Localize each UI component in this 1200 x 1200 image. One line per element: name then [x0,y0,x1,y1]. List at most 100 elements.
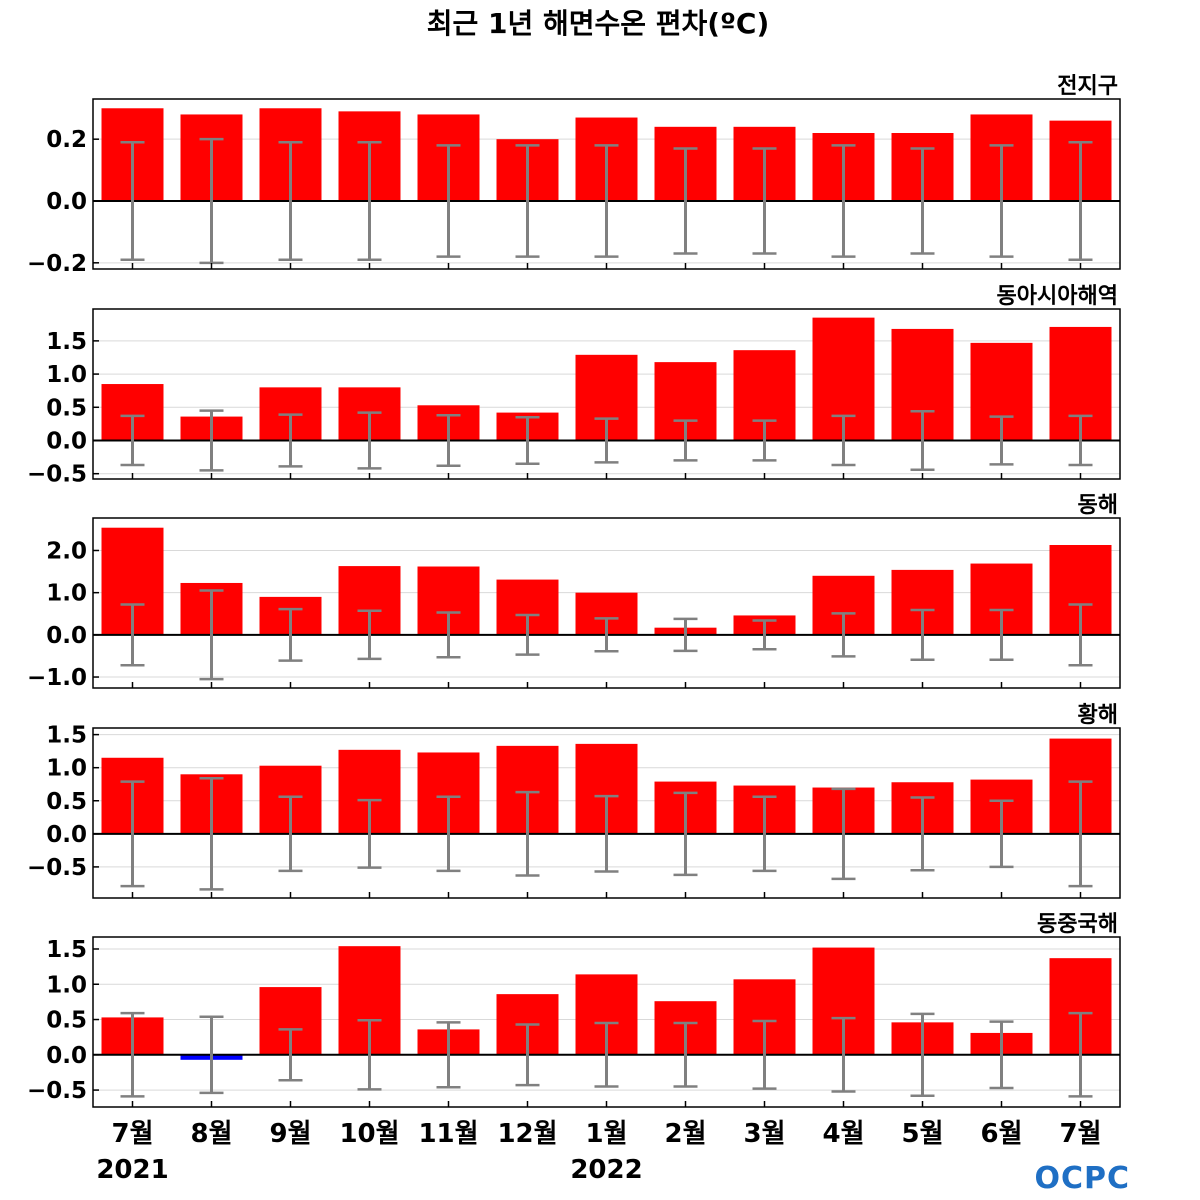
error-bar [357,411,382,470]
error-bar [831,1016,856,1093]
panel-3: 2.0 1.0 0.0 −1.0 동해 [27,493,1121,691]
panel-title: 황해 [1078,703,1118,728]
error-bar [989,608,1014,661]
error-bar [910,796,935,872]
error-bar [1068,603,1093,667]
error-bar [357,609,382,661]
y-tick-label: 1.0 [46,972,87,998]
x-tick-label: 1월 [585,1119,627,1149]
error-bar [120,414,145,467]
chart-panels: 0.2 0.0 −0.2 전지구 1.5 1.0 0.5 0.0 −0.5 동아시아해역 2.0 1.… [27,74,1121,1108]
error-bar [436,144,461,258]
error-bar [594,617,619,653]
y-tick-label: 2.0 [46,538,87,564]
panel-5: 1.5 1.0 0.5 0.0 −0.5 동중국해 [27,912,1121,1108]
error-bar [1068,414,1093,467]
error-bar [594,794,619,873]
error-bar [673,617,698,653]
error-bar [831,414,856,467]
error-bar [515,415,540,465]
error-bar [278,795,303,873]
error-bar [436,414,461,467]
error-bar [436,1021,461,1089]
y-tick-label: −0.5 [27,462,87,488]
error-bar [357,798,382,869]
x-tick-label: 7월 [111,1119,153,1149]
error-bar [989,144,1014,258]
y-tick-label: 0.0 [46,623,87,649]
error-bar [278,1028,303,1082]
x-tick-label: 2월 [664,1119,706,1149]
error-bar [910,1012,935,1097]
error-bar [436,795,461,873]
x-tick-label: 3월 [743,1119,785,1149]
y-tick-label: −0.2 [27,251,87,277]
panel-4: 1.5 1.0 0.5 0.0 −0.5 황해 [27,703,1121,899]
error-bar [1068,141,1093,261]
error-bar [673,419,698,462]
error-bar [752,147,777,255]
error-bar [594,417,619,464]
y-tick-label: 1.0 [46,756,87,782]
error-bar [278,141,303,261]
error-bar [989,1020,1014,1090]
error-bar [752,419,777,462]
error-bar [436,611,461,659]
y-tick-label: 0.0 [46,189,87,215]
x-tick-label: 5월 [901,1119,943,1149]
error-bar [515,613,540,656]
y-tick-label: 0.5 [46,789,87,815]
error-bar [199,589,224,681]
error-bar [831,787,856,881]
y-tick-label: 0.5 [46,1008,87,1034]
error-bar [910,147,935,255]
panel-title: 동아시아해역 [997,284,1118,309]
x-tick-label: 11월 [418,1119,478,1149]
y-tick-label: 1.5 [46,329,87,355]
error-bar [831,144,856,258]
error-bar [910,410,935,471]
error-bar [357,1018,382,1091]
y-tick-label: −0.5 [27,855,87,881]
year-label: 2021 [96,1155,168,1185]
y-tick-label: 1.5 [46,723,87,749]
x-tick-label: 8월 [190,1119,232,1149]
error-bar [673,147,698,255]
error-bar [515,144,540,258]
panel-2: 1.5 1.0 0.5 0.0 −0.5 동아시아해역 [27,284,1121,488]
error-bar [752,795,777,873]
x-tick-label: 6월 [980,1119,1022,1149]
error-bar [673,1021,698,1088]
error-bar [594,144,619,258]
panel-title: 동중국해 [1037,912,1118,937]
error-bar [120,1011,145,1098]
error-bar [831,612,856,658]
ocpc-logo: OCPC [1034,1161,1130,1196]
y-tick-label: 0.0 [46,428,87,454]
error-bar [199,1015,224,1095]
panel-title: 전지구 [1057,74,1118,99]
error-bar [752,1019,777,1090]
error-bar [199,137,224,265]
y-tick-label: 0.5 [46,395,87,421]
error-bar [989,799,1014,869]
x-tick-label: 12월 [497,1119,557,1149]
error-bar [120,141,145,261]
error-bar [752,619,777,651]
error-bar [594,1021,619,1088]
panel-1: 0.2 0.0 −0.2 전지구 [27,74,1121,277]
x-tick-label: 10월 [339,1119,399,1149]
error-bar [199,409,224,472]
error-bar [673,791,698,877]
chart-title: 최근 1년 해면수온 편차(ºC) [427,7,770,40]
year-label: 2022 [570,1155,642,1185]
x-axis-labels: 7월 8월 9월 10월 11월 12월 1월 2월 3월 4월 5월 6월 7월 2021 2022 [96,1119,1101,1185]
x-tick-label: 7월 [1059,1119,1101,1149]
panel-title: 동해 [1078,493,1118,518]
error-bar [1068,1011,1093,1098]
y-tick-label: 0.2 [46,127,87,153]
y-tick-label: −0.5 [27,1078,87,1104]
error-bar [989,415,1014,466]
error-bar [278,413,303,468]
y-tick-label: 1.5 [46,937,87,963]
